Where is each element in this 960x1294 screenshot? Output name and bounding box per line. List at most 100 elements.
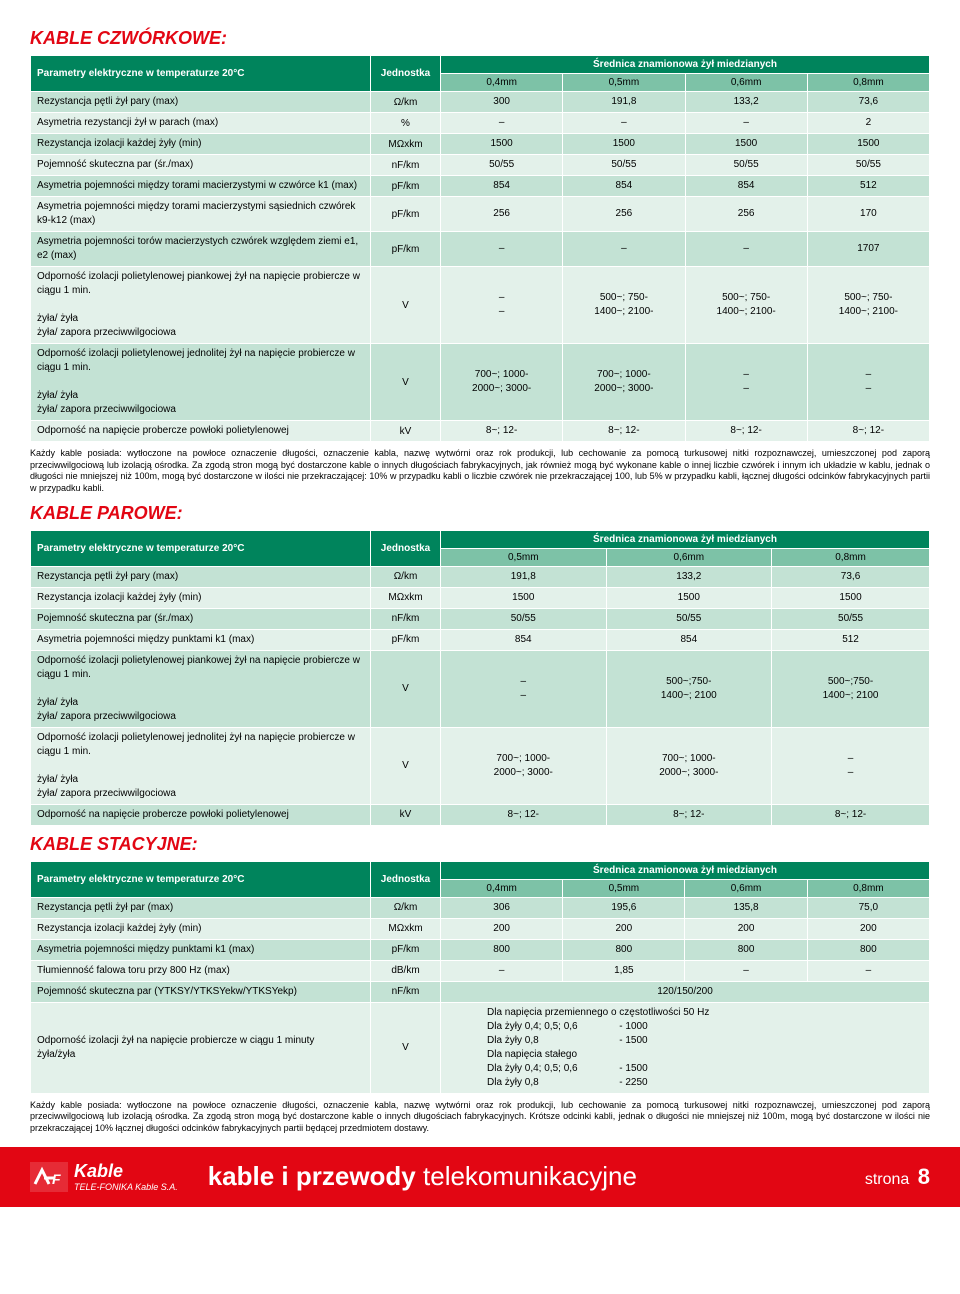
cell-unit: kV — [371, 804, 441, 825]
cell-value: 854 — [606, 629, 772, 650]
cell-param: Asymetria pojemności między torami macie… — [31, 176, 371, 197]
table-station: Parametry elektryczne w temperaturze 20°… — [30, 861, 930, 1094]
th-col: 0,8mm — [807, 879, 929, 897]
footer-title-bold: kable i przewody — [208, 1161, 416, 1191]
cell-value: 135,8 — [685, 897, 807, 918]
cell-unit: pF/km — [371, 197, 441, 232]
th-col: 0,5mm — [563, 879, 685, 897]
cell-value: 191,8 — [441, 566, 607, 587]
cell-value: 200 — [563, 918, 685, 939]
cell-value: 73,6 — [807, 92, 929, 113]
cell-value: 854 — [441, 629, 607, 650]
cell-value: 1500 — [441, 587, 607, 608]
cell-param: Odporność izolacji polietylenowej pianko… — [31, 267, 371, 344]
cell-unit: kV — [371, 421, 441, 442]
logo-icon: F — [30, 1162, 68, 1192]
table-row: Rezystancja pętli żył pary (max)Ω/km191,… — [31, 566, 930, 587]
cell-value: – — [441, 113, 563, 134]
cell-value: Dla napięcia przemiennego o częstotliwoś… — [441, 1002, 930, 1093]
table-row: Odporność na napięcie probercze powłoki … — [31, 421, 930, 442]
table-row: Rezystancja izolacji każdej żyły (min)MΩ… — [31, 587, 930, 608]
table-row: Rezystancja izolacji każdej żyły (min)MΩ… — [31, 134, 930, 155]
th-col: 0,6mm — [606, 548, 772, 566]
table-row: Odporność izolacji polietylenowej jednol… — [31, 344, 930, 421]
th-col: 0,4mm — [441, 879, 563, 897]
table-row: Rezystancja pętli żył pary (max)Ω/km3001… — [31, 92, 930, 113]
cell-value: 8~; 12- — [772, 804, 930, 825]
th-col: 0,6mm — [685, 74, 807, 92]
section-title-pair: KABLE PAROWE: — [30, 503, 930, 524]
table-row: Pojemność skuteczna par (śr./max)nF/km50… — [31, 608, 930, 629]
cell-value: 8~; 12- — [807, 421, 929, 442]
cell-value: 500~;750-1400~; 2100 — [606, 650, 772, 727]
cell-unit: pF/km — [371, 176, 441, 197]
svg-text:F: F — [52, 1171, 61, 1187]
cell-value: 256 — [441, 197, 563, 232]
cell-value: 50/55 — [441, 608, 607, 629]
table-row: Pojemność skuteczna par (YTKSY/YTKSYekw/… — [31, 981, 930, 1002]
cell-value: 700~; 1000-2000~; 3000- — [606, 727, 772, 804]
cell-param: Odporność izolacji żył na napięcie probi… — [31, 1002, 371, 1093]
cell-value: –– — [807, 344, 929, 421]
cell-value: 200 — [807, 918, 929, 939]
cell-value: 306 — [441, 897, 563, 918]
cell-value: 800 — [807, 939, 929, 960]
cell-value: 1500 — [772, 587, 930, 608]
cell-value: 500~; 750-1400~; 2100- — [563, 267, 685, 344]
cell-param: Asymetria pojemności torów macierzystych… — [31, 232, 371, 267]
th-param: Parametry elektryczne w temperaturze 20°… — [31, 56, 371, 92]
cell-unit: nF/km — [371, 608, 441, 629]
table-row: Rezystancja pętli żył par (max)Ω/km30619… — [31, 897, 930, 918]
cell-param: Pojemność skuteczna par (śr./max) — [31, 155, 371, 176]
footer-logo: F Kable TELE-FONIKA Kable S.A. — [30, 1161, 178, 1192]
th-col: 0,6mm — [685, 879, 807, 897]
table-row: Odporność izolacji polietylenowej pianko… — [31, 650, 930, 727]
cell-param: Tłumienność falowa toru przy 800 Hz (max… — [31, 960, 371, 981]
cell-value: 300 — [441, 92, 563, 113]
cell-value: 170 — [807, 197, 929, 232]
cell-value: 200 — [441, 918, 563, 939]
table-row: Odporność izolacji polietylenowej jednol… — [31, 727, 930, 804]
cell-value: –– — [685, 344, 807, 421]
cell-unit: nF/km — [371, 155, 441, 176]
table-row: Odporność na napięcie probercze powłoki … — [31, 804, 930, 825]
cell-value: 1500 — [685, 134, 807, 155]
cell-value: 133,2 — [685, 92, 807, 113]
cell-value: 50/55 — [772, 608, 930, 629]
cell-unit: Ω/km — [371, 92, 441, 113]
cell-unit: dB/km — [371, 960, 441, 981]
cell-value: 700~; 1000-2000~; 3000- — [441, 727, 607, 804]
cell-value: 700~; 1000-2000~; 3000- — [563, 344, 685, 421]
section-title-station: KABLE STACYJNE: — [30, 834, 930, 855]
table-quad: Parametry elektryczne w temperaturze 20°… — [30, 55, 930, 442]
cell-value: 8~; 12- — [685, 421, 807, 442]
cell-value: 500~; 750-1400~; 2100- — [685, 267, 807, 344]
cell-unit: V — [371, 727, 441, 804]
th-col: 0,8mm — [807, 74, 929, 92]
cell-param: Asymetria pojemności między torami macie… — [31, 197, 371, 232]
cell-value: 50/55 — [563, 155, 685, 176]
cell-unit: pF/km — [371, 939, 441, 960]
cell-param: Rezystancja pętli żył par (max) — [31, 897, 371, 918]
cell-unit: V — [371, 1002, 441, 1093]
table-row: Asymetria pojemności między punktami k1 … — [31, 939, 930, 960]
cell-unit: MΩxkm — [371, 918, 441, 939]
cell-value: 854 — [685, 176, 807, 197]
cell-value: 120/150/200 — [441, 981, 930, 1002]
cell-value: 500~; 750-1400~; 2100- — [807, 267, 929, 344]
table-row: Rezystancja izolacji każdej żyły (min)MΩ… — [31, 918, 930, 939]
footer-page: strona 8 — [861, 1164, 930, 1190]
table-pair: Parametry elektryczne w temperaturze 20°… — [30, 530, 930, 826]
cell-value: 8~; 12- — [606, 804, 772, 825]
cell-value: 200 — [685, 918, 807, 939]
cell-value: 500~;750-1400~; 2100 — [772, 650, 930, 727]
cell-value: 1500 — [807, 134, 929, 155]
table-row: Asymetria pojemności między torami macie… — [31, 197, 930, 232]
th-super: Średnica znamionowa żył miedzianych — [441, 56, 930, 74]
cell-param: Rezystancja izolacji każdej żyły (min) — [31, 134, 371, 155]
cell-value: –– — [441, 267, 563, 344]
cell-value: – — [685, 232, 807, 267]
cell-value: 700~; 1000-2000~; 3000- — [441, 344, 563, 421]
cell-value: 256 — [685, 197, 807, 232]
cell-value: 256 — [563, 197, 685, 232]
